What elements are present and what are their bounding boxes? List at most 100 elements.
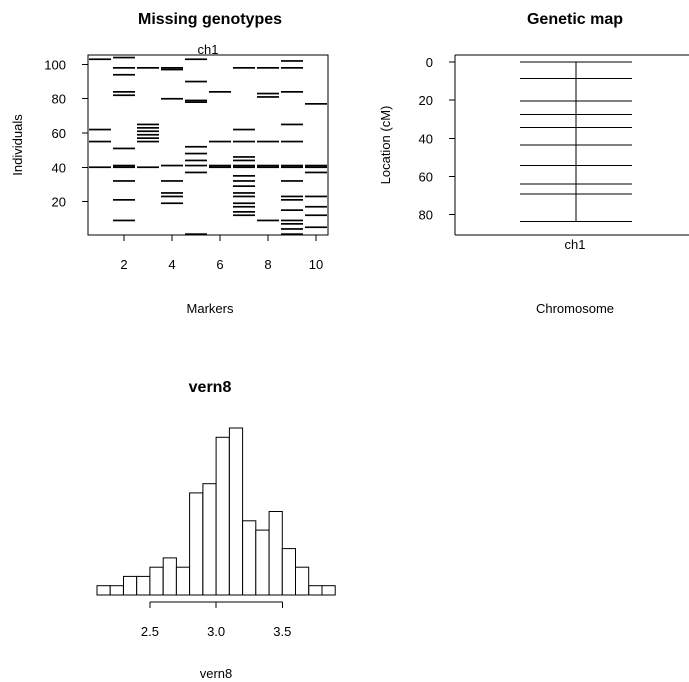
histogram-bar xyxy=(295,566,310,596)
missing-genotype-mark xyxy=(137,123,159,126)
missing-genotype-mark xyxy=(161,192,183,194)
missing-genotype-mark xyxy=(185,159,207,162)
missing-genotype-mark xyxy=(161,202,183,205)
genetic-map-y-label: Location (cM) xyxy=(378,106,393,185)
missing-genotype-mark xyxy=(233,159,255,162)
missing-genotype-mark xyxy=(281,67,303,69)
missing-genotype-mark xyxy=(161,164,183,167)
histogram-bar xyxy=(281,548,296,596)
histogram-bar xyxy=(149,566,164,596)
histogram-bar xyxy=(162,557,177,596)
missing-genotype-mark xyxy=(137,127,159,129)
histogram-bar xyxy=(268,511,283,596)
missing-genotype-mark xyxy=(185,101,207,103)
missing-genotype-mark xyxy=(209,166,231,169)
missing-genotype-mark xyxy=(185,171,207,174)
missing-genotype-mark xyxy=(233,128,255,131)
missing-genotype-mark xyxy=(137,166,159,169)
missing-genotype-mark xyxy=(233,214,255,217)
histogram-bar xyxy=(189,492,204,596)
missing-genotype-marks xyxy=(89,56,327,235)
missing-genotype-mark xyxy=(161,195,183,198)
histogram-bar xyxy=(242,520,257,596)
missing-genotype-mark xyxy=(185,58,207,61)
missing-genotypes-x-axis: 2 4 6 8 10 xyxy=(120,234,323,272)
missing-genotype-mark xyxy=(137,140,159,143)
missing-genotype-mark xyxy=(257,92,279,95)
y-tick-label: 80 xyxy=(419,208,433,223)
missing-genotype-mark xyxy=(113,180,135,182)
missing-genotypes-title: Missing genotypes xyxy=(138,11,282,28)
missing-genotype-mark xyxy=(161,180,183,182)
genetic-map-panel: Genetic map 0 20 40 60 80 ch1 Chromosome Loc… xyxy=(378,11,689,316)
missing-genotype-mark xyxy=(113,91,135,93)
missing-genotype-mark xyxy=(89,140,111,143)
missing-genotype-mark xyxy=(233,164,255,167)
missing-genotype-mark xyxy=(233,192,255,194)
missing-genotype-mark xyxy=(161,67,183,69)
missing-genotype-mark xyxy=(233,175,255,177)
histogram-bar xyxy=(308,585,323,596)
missing-genotype-mark xyxy=(113,219,135,222)
missing-genotype-mark xyxy=(185,145,207,148)
histogram-bar xyxy=(136,575,151,596)
y-tick-label: 60 xyxy=(419,169,433,184)
missing-genotype-mark xyxy=(113,166,135,169)
histogram-bar xyxy=(123,575,138,596)
missing-genotype-mark xyxy=(305,214,327,217)
missing-genotype-mark xyxy=(209,91,231,93)
missing-genotype-mark xyxy=(89,166,111,169)
vern8-histogram-bars xyxy=(96,427,336,596)
missing-genotype-mark xyxy=(113,94,135,97)
missing-genotypes-y-axis: 20 40 60 80 100 xyxy=(44,57,89,210)
missing-genotype-mark xyxy=(161,68,183,71)
histogram-bar xyxy=(202,483,217,596)
missing-genotype-mark xyxy=(233,67,255,69)
missing-genotypes-y-label: Individuals xyxy=(10,114,25,176)
x-tick-label: 8 xyxy=(264,257,271,272)
genetic-map-title: Genetic map xyxy=(527,11,623,28)
missing-genotype-mark xyxy=(209,164,231,167)
histogram-bar xyxy=(321,585,336,596)
genetic-map-y-axis: 0 20 40 60 80 xyxy=(419,55,455,223)
missing-genotype-mark xyxy=(185,164,207,167)
missing-genotype-mark xyxy=(185,233,207,235)
histogram-bar xyxy=(228,427,244,596)
x-tick-label: 2 xyxy=(120,257,127,272)
chromosome-label: ch1 xyxy=(198,42,219,57)
y-tick-label: 100 xyxy=(44,57,66,72)
missing-genotype-mark xyxy=(233,195,255,198)
missing-genotype-mark xyxy=(281,140,303,143)
y-tick-label: 20 xyxy=(419,93,433,108)
vern8-histogram-panel: vern8 2.5 3.0 3.5 vern8 xyxy=(96,379,336,681)
missing-genotype-mark xyxy=(137,67,159,69)
missing-genotype-mark xyxy=(209,140,231,143)
missing-genotype-mark xyxy=(137,137,159,139)
missing-genotype-mark xyxy=(113,164,135,167)
histogram-bar xyxy=(96,585,111,596)
missing-genotype-mark xyxy=(233,140,255,143)
missing-genotype-mark xyxy=(257,219,279,222)
missing-genotype-mark xyxy=(281,219,303,222)
missing-genotype-mark xyxy=(281,233,303,235)
missing-genotype-mark xyxy=(113,147,135,150)
histogram-bar xyxy=(109,585,124,596)
missing-genotype-mark xyxy=(281,91,303,93)
x-tick-label: 3.0 xyxy=(207,624,225,639)
x-tick-label: 4 xyxy=(168,257,175,272)
missing-genotypes-panel: Missing genotypes ch1 2 4 6 8 10 20 40 60 80 100… xyxy=(10,11,329,316)
missing-genotype-mark xyxy=(281,123,303,126)
missing-genotype-mark xyxy=(137,133,159,136)
y-tick-label: 20 xyxy=(52,195,66,210)
missing-genotypes-x-label: Markers xyxy=(187,301,234,316)
missing-genotype-mark xyxy=(233,205,255,208)
missing-genotype-mark xyxy=(281,60,303,62)
missing-genotype-mark xyxy=(281,209,303,211)
missing-genotype-mark xyxy=(257,96,279,98)
missing-genotype-mark xyxy=(113,199,135,201)
missing-genotype-mark xyxy=(305,166,327,169)
missing-genotype-mark xyxy=(305,226,327,229)
missing-genotype-mark xyxy=(185,80,207,83)
x-tick-label: 6 xyxy=(216,257,223,272)
